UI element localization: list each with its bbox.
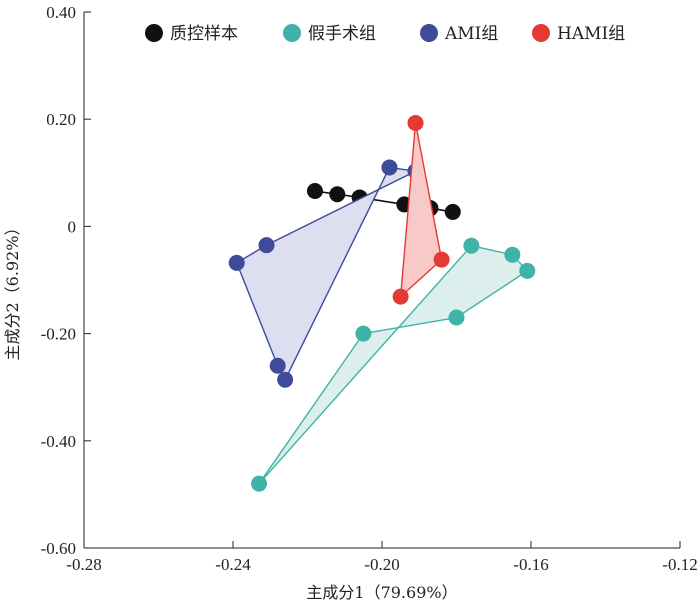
x-tick-label: -0.20 bbox=[364, 555, 399, 574]
data-point bbox=[355, 325, 372, 342]
series-hull bbox=[236, 166, 417, 381]
legend-marker bbox=[283, 24, 301, 42]
data-point bbox=[277, 371, 294, 388]
y-tick-label: 0.40 bbox=[46, 3, 76, 22]
legend-item: AMI组 bbox=[420, 24, 498, 44]
legend-label: HAMI组 bbox=[557, 24, 625, 44]
series-3 bbox=[228, 159, 424, 388]
x-tick-label: -0.24 bbox=[215, 555, 251, 574]
x-tick-label: -0.28 bbox=[66, 555, 101, 574]
x-tick-label: -0.16 bbox=[513, 555, 548, 574]
legend-marker bbox=[420, 24, 438, 42]
y-tick-label: -0.40 bbox=[41, 432, 76, 451]
data-point bbox=[448, 309, 465, 326]
x-tick-label: -0.12 bbox=[662, 555, 697, 574]
legend-marker bbox=[145, 24, 163, 42]
y-tick-label: -0.60 bbox=[41, 539, 76, 558]
data-point bbox=[407, 114, 424, 131]
axes: -0.28 -0.24 -0.20 -0.16 -0.12 0.40 0.20 0 -0.20 -… bbox=[41, 3, 698, 574]
series-hull bbox=[399, 122, 443, 298]
legend-label: 假手术组 bbox=[308, 24, 376, 44]
data-point bbox=[251, 475, 268, 492]
data-point bbox=[228, 254, 245, 271]
data-point bbox=[463, 237, 480, 254]
legend-label: AMI组 bbox=[444, 24, 498, 44]
plot-area bbox=[228, 114, 536, 492]
legend-item: HAMI组 bbox=[532, 24, 625, 44]
data-point bbox=[519, 262, 536, 279]
legend-marker bbox=[532, 24, 550, 42]
y-tick-label: -0.20 bbox=[41, 325, 76, 344]
data-point bbox=[258, 237, 275, 254]
y-tick-label: 0.20 bbox=[46, 110, 76, 129]
legend-item: 质控样本 bbox=[145, 24, 238, 44]
data-point bbox=[392, 288, 409, 305]
data-point bbox=[433, 251, 450, 268]
series-4 bbox=[392, 114, 450, 305]
legend-item: 假手术组 bbox=[283, 24, 376, 44]
legend: 质控样本 假手术组 AMI组 HAMI组 bbox=[145, 24, 625, 44]
data-point bbox=[306, 183, 323, 200]
legend-label: 质控样本 bbox=[170, 24, 238, 44]
y-axis-title: 主成分2（6.92%） bbox=[3, 219, 22, 360]
data-point bbox=[329, 186, 346, 203]
data-point bbox=[269, 357, 286, 374]
x-axis-title: 主成分1（79.69%） bbox=[306, 583, 457, 602]
y-tick-label: 0 bbox=[68, 217, 77, 236]
data-point bbox=[381, 159, 398, 176]
data-point bbox=[444, 203, 461, 220]
data-point bbox=[504, 246, 521, 263]
series-2 bbox=[251, 237, 536, 492]
